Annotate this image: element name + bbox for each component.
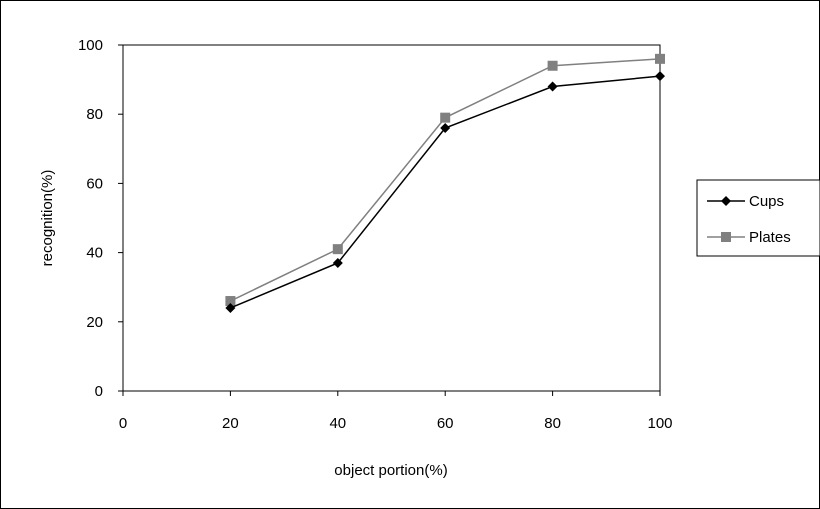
plates-point — [655, 53, 665, 64]
x-axis: 0 20 40 60 80 100 — [119, 391, 673, 432]
series-plates — [225, 53, 665, 307]
x-tick-label: 20 — [222, 415, 239, 432]
series-layer — [225, 53, 665, 313]
plates-point — [547, 60, 558, 71]
y-tick-label: 0 — [95, 383, 103, 400]
y-axis: 0 20 40 60 80 100 — [78, 37, 123, 400]
plates-point — [225, 296, 236, 307]
legend-swatch-marker — [721, 196, 731, 206]
y-axis-title: recognition(%) — [39, 170, 56, 267]
y-tick-label: 20 — [86, 314, 103, 331]
legend-item-plates: Plates — [707, 229, 791, 246]
legend-label-cups: Cups — [749, 193, 784, 210]
legend-items: Cups Plates — [707, 193, 791, 246]
legend-item-cups: Cups — [707, 193, 784, 210]
y-tick-label: 40 — [86, 245, 103, 262]
y-tick-label: 60 — [86, 175, 103, 192]
legend: Cups Plates — [696, 179, 820, 257]
series-cups — [225, 71, 665, 313]
plates-point — [440, 112, 451, 123]
x-tick-label: 0 — [119, 415, 127, 432]
cups-point — [440, 123, 451, 134]
x-tick-label: 60 — [437, 415, 454, 432]
x-tick-label: 100 — [647, 415, 672, 432]
x-axis-title: object portion(%) — [334, 462, 447, 479]
cups-point — [547, 81, 558, 92]
y-tick-label: 100 — [78, 37, 103, 54]
cups-point — [332, 257, 343, 268]
cups-point — [225, 302, 236, 313]
x-tick-label: 80 — [544, 415, 561, 432]
cups-point — [655, 71, 665, 82]
x-tick-label: 40 — [329, 415, 346, 432]
plot-area — [122, 44, 661, 392]
y-tick-label: 80 — [86, 106, 103, 123]
legend-box — [696, 179, 820, 257]
legend-swatch-marker — [721, 232, 731, 242]
plates-point — [332, 244, 343, 255]
legend-label-plates: Plates — [749, 229, 791, 246]
